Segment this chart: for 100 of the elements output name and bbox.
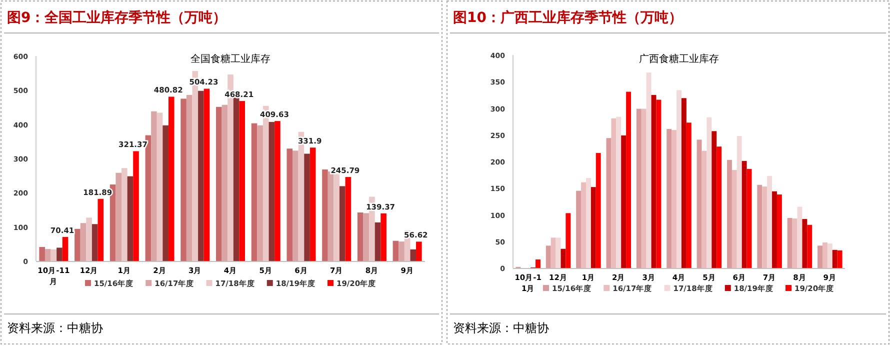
bar [257,125,263,261]
bar [536,259,540,268]
bar [127,176,134,261]
bar [374,222,381,261]
bar [74,228,80,261]
bar [822,242,828,268]
bar [198,90,204,261]
bar [92,224,98,261]
bar [651,94,656,268]
bar [611,118,616,268]
bar [802,219,808,268]
bar [310,148,316,261]
bar [162,125,168,261]
text: 资料来源：中糖协 [7,321,103,335]
bar [151,111,157,261]
bar [304,154,310,261]
bar [636,108,642,268]
bar [616,116,622,268]
bar [776,194,782,268]
bar [676,90,682,268]
bar [416,242,422,261]
bar [550,238,556,268]
bar [818,246,822,268]
bar [596,152,601,268]
bar [239,101,245,261]
bar [681,98,686,268]
bar [380,213,386,261]
bar [322,169,328,261]
chart-subtitle: 广西食糖工业库存 [639,53,719,65]
bar [702,150,707,268]
bar [80,223,86,261]
bar [392,240,399,261]
bar [606,138,612,268]
bar [746,168,752,268]
bar [621,135,626,268]
bar [641,108,646,268]
bar [576,190,582,268]
bar [716,146,722,268]
bar [44,249,51,261]
bar [827,244,832,268]
bar [736,136,742,268]
bar [292,150,298,261]
bar [757,184,762,268]
bar [706,117,712,268]
bar [546,246,551,268]
bar [222,104,228,261]
bar [807,224,812,268]
bar [363,213,370,261]
bar [156,112,163,261]
bar [797,206,802,268]
bar [186,94,192,261]
bar [767,176,772,268]
chart-title: 图9：全国工业库存季节性（万吨） [7,9,227,26]
bar [672,130,677,268]
bar [39,246,45,261]
bar [286,148,293,261]
bar [696,140,702,268]
bar [216,106,222,261]
bar [787,218,792,268]
bar [86,218,92,261]
bar [180,98,186,261]
bar [686,122,692,268]
bar [133,151,139,261]
bar [762,186,768,268]
bar [398,242,404,261]
bar [98,198,104,261]
bar [792,218,798,268]
bar [556,238,561,268]
bar [116,172,122,261]
bar [204,88,210,261]
bar [590,187,596,268]
bar [656,100,662,268]
bar [50,249,57,261]
bar [742,160,747,268]
bar [586,178,591,268]
bar [646,72,652,268]
bar [268,122,275,261]
bar [56,248,62,261]
bar [732,170,737,268]
bar [62,236,68,261]
bar [122,168,128,261]
bar [832,250,838,268]
text: 资料来源：中糖协 [453,321,549,335]
bar [712,131,717,268]
bar [357,212,364,261]
bar [339,186,346,261]
bar [581,182,586,268]
bar [274,121,280,261]
bar [251,123,258,261]
bar [168,96,174,261]
bar [726,160,732,268]
bar [560,248,566,268]
bar [566,213,571,268]
chart-subtitle: 全国食糖工业库存 [190,53,270,65]
bar [410,249,416,261]
bar [626,92,632,268]
bar [837,250,842,268]
bar [145,135,152,261]
bar [345,177,352,261]
bar [666,129,672,268]
